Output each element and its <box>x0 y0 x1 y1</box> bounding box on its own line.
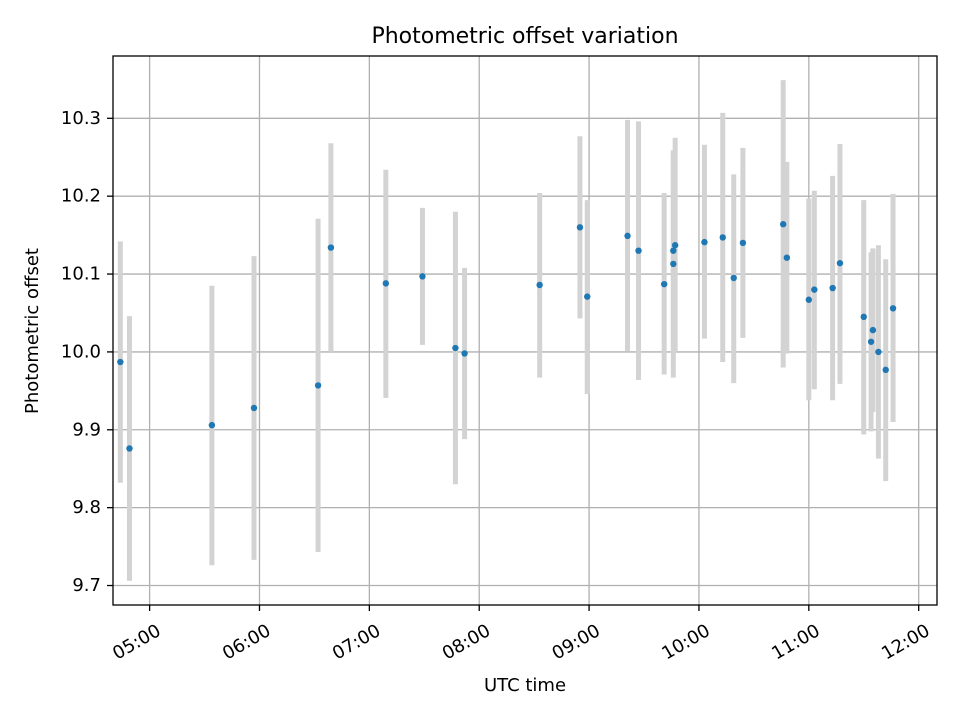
data-point <box>730 274 737 282</box>
data-point <box>117 358 124 366</box>
data-point <box>671 242 679 249</box>
data-points <box>117 221 897 452</box>
data-point <box>327 244 335 251</box>
data-point <box>250 404 258 412</box>
y-tick-label: 9.9 <box>72 419 101 440</box>
data-point <box>635 247 642 254</box>
data-point <box>867 338 875 345</box>
y-tick-label: 9.7 <box>72 575 101 596</box>
data-point <box>719 234 726 241</box>
y-tick-label: 9.8 <box>72 497 101 518</box>
data-point <box>461 350 468 357</box>
data-point <box>536 281 543 289</box>
data-point <box>889 305 897 312</box>
data-point <box>739 239 747 247</box>
data-point <box>836 259 844 267</box>
data-point <box>660 280 668 288</box>
data-point <box>670 260 677 268</box>
grid <box>113 56 937 605</box>
data-point <box>576 224 584 231</box>
data-point <box>314 382 322 389</box>
chart-title: Photometric offset variation <box>371 24 678 49</box>
data-point <box>779 221 787 228</box>
x-axis-label: UTC time <box>484 675 566 696</box>
y-axis-ticks: 9.7 9.8 9.9 10.0 10.1 10.2 10.3 <box>61 108 113 596</box>
y-axis-label: Photometric offset <box>22 248 43 414</box>
data-point <box>670 247 677 254</box>
data-point <box>701 238 708 246</box>
data-point <box>805 296 813 303</box>
data-point <box>208 421 216 429</box>
data-point <box>452 344 459 352</box>
data-point <box>869 326 877 334</box>
data-point <box>882 366 889 374</box>
y-tick-label: 10.2 <box>61 186 101 207</box>
data-point <box>382 280 390 287</box>
data-point <box>624 232 631 240</box>
data-point <box>783 254 791 261</box>
data-point <box>811 286 818 293</box>
data-point <box>419 273 426 280</box>
data-point <box>829 284 836 292</box>
plot-frame <box>112 55 938 606</box>
y-tick-label: 10.0 <box>61 341 101 362</box>
y-tick-label: 10.3 <box>61 108 101 129</box>
y-tick-label: 10.1 <box>61 264 101 285</box>
data-point <box>875 348 882 356</box>
data-point <box>584 293 591 300</box>
data-point <box>126 445 133 452</box>
data-point <box>860 313 867 321</box>
